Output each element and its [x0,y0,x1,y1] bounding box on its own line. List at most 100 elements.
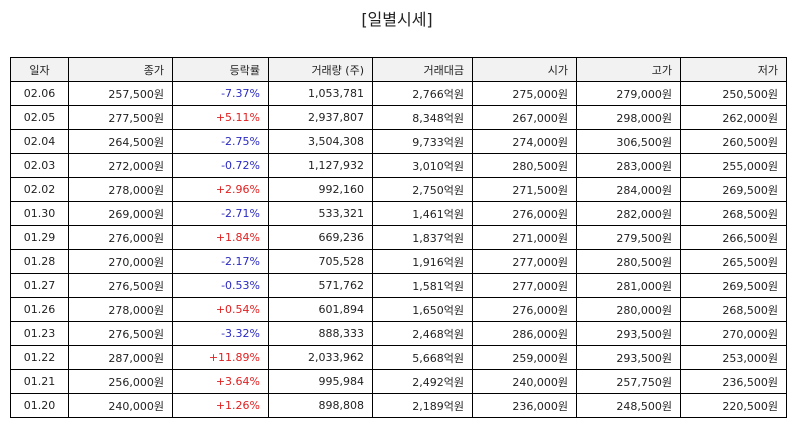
cell-close: 240,000원 [68,393,173,418]
table-row: 02.05 277,500원 +5.11% 2,937,807 8,348억원 267,0… [10,105,787,130]
cell-open: 271,500원 [472,177,577,202]
cell-low: 268,500원 [680,201,787,226]
cell-change: +0.54% [172,297,269,322]
cell-high: 283,000원 [576,153,681,178]
cell-amount: 2,750억원 [372,177,473,202]
cell-volume: 571,762 [268,273,373,298]
cell-close: 269,000원 [68,201,173,226]
cell-low: 269,500원 [680,177,787,202]
cell-volume: 705,528 [268,249,373,274]
cell-open: 277,000원 [472,249,577,274]
table-row: 01.26 278,000원 +0.54% 601,894 1,650억원 276,000… [10,297,787,322]
cell-date: 01.28 [10,249,69,274]
header-open: 시가 [472,57,577,82]
cell-high: 298,000원 [576,105,681,130]
cell-high: 293,500원 [576,321,681,346]
cell-amount: 1,461억원 [372,201,473,226]
cell-amount: 9,733억원 [372,129,473,154]
cell-volume: 2,937,807 [268,105,373,130]
cell-date: 02.03 [10,153,69,178]
cell-date: 01.23 [10,321,69,346]
cell-volume: 888,333 [268,321,373,346]
cell-high: 280,000원 [576,297,681,322]
cell-date: 02.05 [10,105,69,130]
table-row: 01.23 276,500원 -3.32% 888,333 2,468억원 286,000… [10,321,787,346]
cell-amount: 2,492억원 [372,369,473,394]
table-row: 02.04 264,500원 -2.75% 3,504,308 9,733억원 274,0… [10,129,787,154]
cell-low: 268,500원 [680,297,787,322]
cell-close: 276,500원 [68,321,173,346]
cell-open: 277,000원 [472,273,577,298]
page-title: [일별시세] [361,10,433,29]
cell-date: 02.02 [10,177,69,202]
cell-high: 279,500원 [576,225,681,250]
cell-amount: 1,581억원 [372,273,473,298]
table-header-row: 일자 종가 등락률 거래량 (주) 거래대금 시가 고가 저가 [10,57,787,82]
cell-change: +5.11% [172,105,269,130]
cell-high: 281,000원 [576,273,681,298]
cell-amount: 2,468억원 [372,321,473,346]
cell-high: 284,000원 [576,177,681,202]
cell-high: 306,500원 [576,129,681,154]
cell-close: 272,000원 [68,153,173,178]
cell-close: 278,000원 [68,177,173,202]
cell-close: 277,500원 [68,105,173,130]
cell-amount: 1,916억원 [372,249,473,274]
table-row: 01.22 287,000원 +11.89% 2,033,962 5,668억원 259,… [10,345,787,370]
cell-change: +1.84% [172,225,269,250]
cell-volume: 995,984 [268,369,373,394]
cell-close: 276,500원 [68,273,173,298]
table-row: 01.27 276,500원 -0.53% 571,762 1,581억원 277,000… [10,273,787,298]
cell-open: 275,000원 [472,81,577,106]
cell-volume: 1,127,932 [268,153,373,178]
cell-change: -0.72% [172,153,269,178]
cell-close: 278,000원 [68,297,173,322]
cell-amount: 3,010억원 [372,153,473,178]
cell-volume: 1,053,781 [268,81,373,106]
cell-change: -3.32% [172,321,269,346]
cell-low: 270,000원 [680,321,787,346]
cell-high: 293,500원 [576,345,681,370]
cell-close: 287,000원 [68,345,173,370]
cell-date: 02.04 [10,129,69,154]
cell-date: 02.06 [10,81,69,106]
cell-open: 267,000원 [472,105,577,130]
cell-volume: 601,894 [268,297,373,322]
cell-change: +3.64% [172,369,269,394]
cell-amount: 5,668억원 [372,345,473,370]
cell-open: 274,000원 [472,129,577,154]
cell-volume: 533,321 [268,201,373,226]
table-row: 01.20 240,000원 +1.26% 898,808 2,189억원 236,000… [10,393,787,418]
cell-open: 276,000원 [472,297,577,322]
daily-price-table: 일자 종가 등락률 거래량 (주) 거래대금 시가 고가 저가 02.06 257… [10,57,787,418]
cell-volume: 898,808 [268,393,373,418]
cell-close: 256,000원 [68,369,173,394]
cell-high: 248,500원 [576,393,681,418]
cell-date: 01.30 [10,201,69,226]
cell-high: 280,500원 [576,249,681,274]
cell-high: 257,750원 [576,369,681,394]
header-high: 고가 [576,57,681,82]
cell-date: 01.26 [10,297,69,322]
cell-low: 269,500원 [680,273,787,298]
cell-volume: 669,236 [268,225,373,250]
table-row: 01.21 256,000원 +3.64% 995,984 2,492억원 240,000… [10,369,787,394]
cell-close: 270,000원 [68,249,173,274]
table-row: 02.03 272,000원 -0.72% 1,127,932 3,010억원 280,5… [10,153,787,178]
cell-date: 01.21 [10,369,69,394]
cell-amount: 2,189억원 [372,393,473,418]
cell-date: 01.20 [10,393,69,418]
cell-amount: 8,348억원 [372,105,473,130]
cell-volume: 3,504,308 [268,129,373,154]
header-low: 저가 [680,57,787,82]
header-date: 일자 [10,57,69,82]
cell-low: 266,500원 [680,225,787,250]
cell-low: 260,500원 [680,129,787,154]
cell-change: -2.71% [172,201,269,226]
cell-change: -2.17% [172,249,269,274]
header-change: 등락률 [172,57,269,82]
cell-open: 286,000원 [472,321,577,346]
cell-close: 264,500원 [68,129,173,154]
header-close: 종가 [68,57,173,82]
cell-low: 250,500원 [680,81,787,106]
